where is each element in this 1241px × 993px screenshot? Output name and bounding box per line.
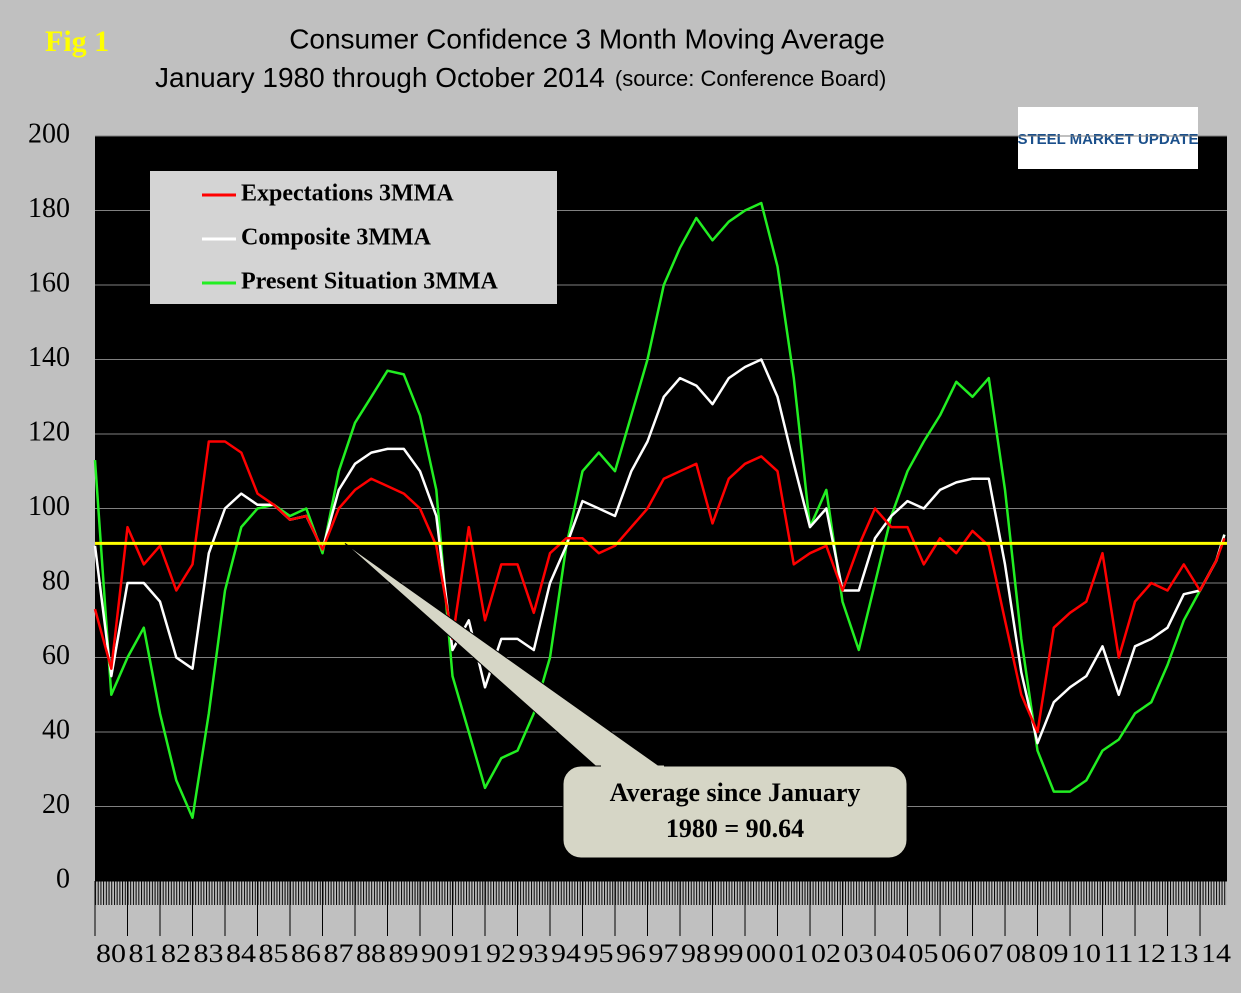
x-tick-label: 86 xyxy=(291,939,321,968)
y-tick-label: 40 xyxy=(42,714,70,745)
legend-label: Present Situation 3MMA xyxy=(241,269,499,295)
y-tick-label: 200 xyxy=(28,118,70,149)
x-tick-label: 05 xyxy=(909,939,939,968)
month-ticks xyxy=(95,881,1227,905)
x-tick-label: 10 xyxy=(1071,939,1101,968)
y-tick-label: 140 xyxy=(28,342,70,373)
x-tick-label: 11 xyxy=(1104,939,1134,968)
x-tick-label: 13 xyxy=(1169,939,1199,968)
callout-box xyxy=(562,765,908,859)
x-tick-label: 00 xyxy=(746,939,776,968)
x-tick-label: 84 xyxy=(226,939,256,968)
x-tick-label: 01 xyxy=(779,939,809,968)
y-tick-label: 0 xyxy=(56,863,70,894)
figure-label: Fig 1 xyxy=(45,25,109,58)
chart-subtitle: January 1980 through October 2014 (source… xyxy=(155,62,886,93)
x-tick-label: 89 xyxy=(389,939,419,968)
y-tick-label: 160 xyxy=(28,267,70,298)
x-tick-label: 06 xyxy=(941,939,971,968)
x-tick-label: 93 xyxy=(519,939,549,968)
y-tick-label: 180 xyxy=(28,193,70,224)
x-tick-label: 08 xyxy=(1006,939,1036,968)
y-tick-label: 60 xyxy=(42,640,70,671)
x-tick-label: 85 xyxy=(259,939,289,968)
x-tick-label: 95 xyxy=(584,939,614,968)
x-tick-label: 88 xyxy=(356,939,386,968)
x-tick-label: 81 xyxy=(129,939,159,968)
callout-text: 1980 = 90.64 xyxy=(666,814,804,843)
y-tick-label: 20 xyxy=(42,789,70,820)
x-tick-label: 07 xyxy=(974,939,1004,968)
chart-title: Consumer Confidence 3 Month Moving Avera… xyxy=(289,23,885,54)
x-tick-label: 99 xyxy=(714,939,744,968)
y-tick-label: 100 xyxy=(28,491,70,522)
x-tick-label: 12 xyxy=(1136,939,1166,968)
source: (source: Conference Board) xyxy=(615,66,886,91)
series-line xyxy=(93,201,1226,819)
y-tick-label: 120 xyxy=(28,416,70,447)
x-tick-label: 96 xyxy=(616,939,646,968)
x-tick-label: 14 xyxy=(1201,939,1231,968)
x-tick-label: 90 xyxy=(421,939,451,968)
x-tick-label: 98 xyxy=(681,939,711,968)
x-tick-label: 02 xyxy=(811,939,841,968)
legend-label: Composite 3MMA xyxy=(241,225,432,251)
x-tick-label: 87 xyxy=(324,939,354,968)
x-tick-label: 82 xyxy=(161,939,191,968)
callout-text: Average since January xyxy=(610,778,861,807)
x-tick-label: 94 xyxy=(551,939,581,968)
x-tick-label: 91 xyxy=(454,939,484,968)
x-tick-label: 97 xyxy=(649,939,679,968)
series-line xyxy=(93,440,1226,734)
y-tick-label: 80 xyxy=(42,565,70,596)
x-tick-label: 80 xyxy=(96,939,126,968)
x-tick-label: 04 xyxy=(876,939,906,968)
logo: STEEL MARKET UPDATE xyxy=(1017,131,1198,148)
x-tick-label: 03 xyxy=(844,939,874,968)
subtitle: January 1980 through October 2014 xyxy=(155,62,605,93)
legend-label: Expectations 3MMA xyxy=(241,181,454,207)
logo-box xyxy=(1018,107,1198,169)
x-tick-label: 09 xyxy=(1039,939,1069,968)
x-tick-label: 83 xyxy=(194,939,224,968)
x-tick-label: 92 xyxy=(486,939,516,968)
